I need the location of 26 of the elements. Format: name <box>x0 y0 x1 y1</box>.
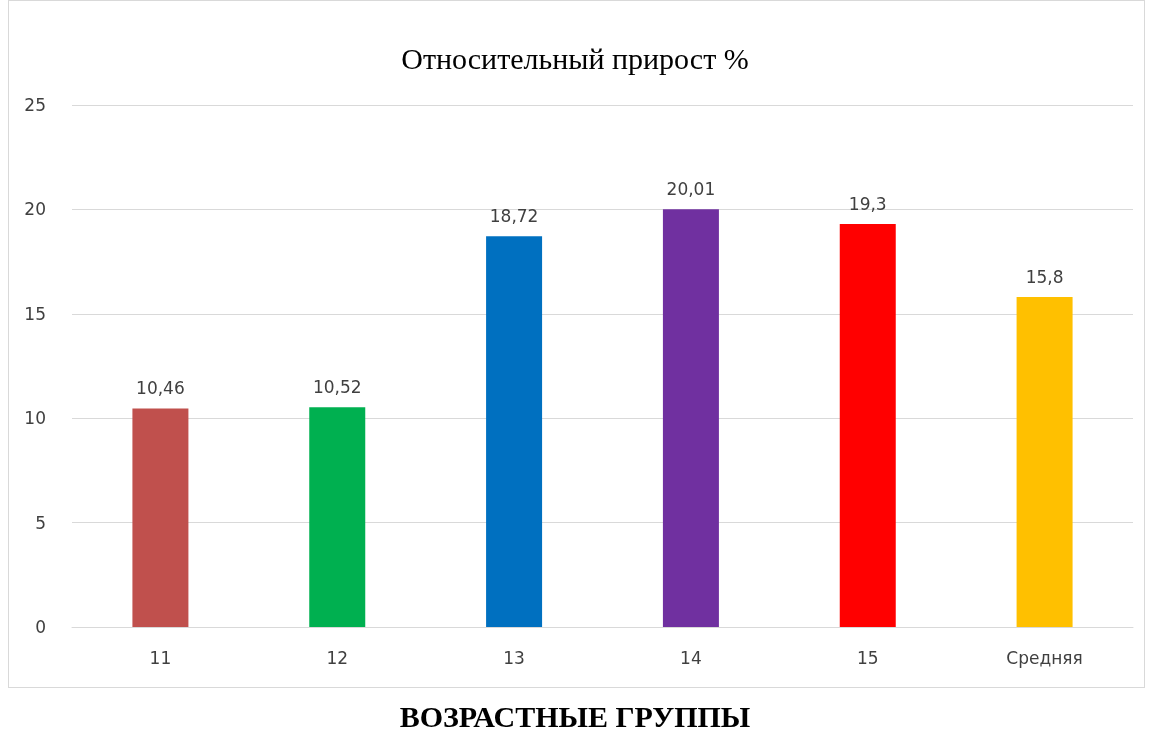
bar <box>1016 297 1073 627</box>
y-tick-label: 25 <box>24 95 46 115</box>
x-tick-label: 13 <box>503 647 525 668</box>
x-tick-label: 11 <box>149 647 172 668</box>
y-tick-label: 20 <box>24 199 46 220</box>
x-axis-title: ВОЗРАСТНЫЕ ГРУППЫ <box>398 700 752 734</box>
data-label: 10,46 <box>136 378 185 399</box>
x-tick-label: 12 <box>326 647 349 668</box>
x-tick-label: 15 <box>856 647 879 668</box>
bar <box>662 209 719 627</box>
data-label: 15,8 <box>1025 266 1064 287</box>
y-tick-label: 10 <box>24 408 46 429</box>
y-tick-label: 0 <box>35 617 46 637</box>
x-tick-label: Средняя <box>1006 647 1083 668</box>
bar <box>839 224 896 627</box>
data-label: 18,72 <box>489 205 539 226</box>
y-tick-label: 15 <box>24 303 46 324</box>
data-label: 20,01 <box>666 178 716 199</box>
chart-title: Относительный прирост % <box>401 41 749 75</box>
bar <box>132 408 189 627</box>
bar <box>486 236 543 627</box>
x-tick-label: 14 <box>680 647 702 668</box>
data-label: 19,3 <box>848 193 887 214</box>
bar <box>309 407 366 627</box>
y-tick-label: 5 <box>35 512 46 533</box>
data-label: 10,52 <box>312 376 362 397</box>
